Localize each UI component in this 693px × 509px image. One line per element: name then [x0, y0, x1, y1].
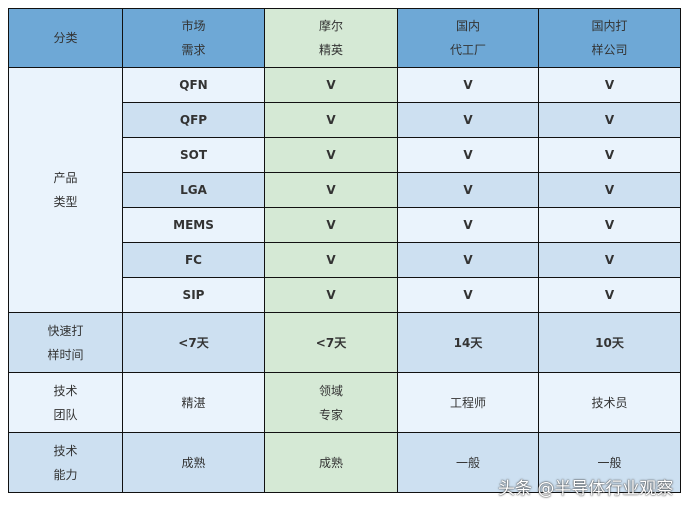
header-cell: 摩尔 精英 [264, 8, 398, 68]
comparison-table: 分类 市场 需求 摩尔 精英 国内 代工厂 国内打 样公司 产品 类型 QFN V V V QFP V… [8, 8, 681, 493]
table-row: LGA V V V [9, 172, 681, 208]
table-row: 产品 类型 QFN V V V [8, 67, 681, 313]
check-cell: V [264, 67, 398, 103]
table-row: 技术 团队 精湛 领域 专家 工程师 技术员 [8, 372, 681, 433]
row-group-label: 产品 类型 [8, 67, 123, 313]
check-cell: V [538, 137, 681, 173]
product-type-cell: MEMS [122, 207, 265, 243]
value-cell: 技术员 [538, 372, 681, 433]
value-cell: 成熟 [122, 432, 265, 493]
check-cell: V [538, 67, 681, 103]
row-label: 快速打 样时间 [8, 312, 123, 373]
check-cell: V [264, 172, 398, 208]
check-cell: V [264, 277, 398, 313]
check-cell: V [397, 172, 539, 208]
table-row: 快速打 样时间 <7天 <7天 14天 10天 [8, 312, 681, 373]
header-cell: 分类 [8, 8, 123, 68]
value-cell: 精湛 [122, 372, 265, 433]
header-cell: 市场 需求 [122, 8, 265, 68]
table-row: SIP V V V [9, 277, 681, 313]
row-label: 技术 团队 [8, 372, 123, 433]
value-cell: 领域 专家 [264, 372, 398, 433]
header-cell: 国内 代工厂 [397, 8, 539, 68]
check-cell: V [397, 137, 539, 173]
value-cell: 工程师 [397, 372, 539, 433]
watermark: 头条 @半导体行业观察 [498, 479, 674, 499]
product-type-cell: FC [122, 242, 265, 278]
product-type-cell: SOT [122, 137, 265, 173]
value-cell: 14天 [397, 312, 539, 373]
check-cell: V [538, 102, 681, 138]
check-cell: V [264, 137, 398, 173]
product-type-cell: QFP [122, 102, 265, 138]
check-cell: V [397, 67, 539, 103]
check-cell: V [538, 172, 681, 208]
value-cell: <7天 [122, 312, 265, 373]
value-cell: 10天 [538, 312, 681, 373]
row-label: 技术 能力 [8, 432, 123, 493]
product-type-cell: LGA [122, 172, 265, 208]
check-cell: V [397, 242, 539, 278]
product-type-cell: QFN [122, 67, 265, 103]
header-cell: 国内打 样公司 [538, 8, 681, 68]
check-cell: V [264, 207, 398, 243]
table-row: MEMS V V V [9, 207, 681, 243]
value-cell: 一般 [397, 432, 539, 493]
table-row: QFP V V V [9, 102, 681, 138]
table-row: 技术 能力 成熟 成熟 一般 一般 [8, 432, 681, 493]
check-cell: V [538, 277, 681, 313]
check-cell: V [538, 242, 681, 278]
check-cell: V [397, 207, 539, 243]
value-cell: <7天 [264, 312, 398, 373]
header-row: 分类 市场 需求 摩尔 精英 国内 代工厂 国内打 样公司 [8, 8, 681, 68]
value-cell: 一般 [538, 432, 681, 493]
check-cell: V [264, 242, 398, 278]
check-cell: V [397, 102, 539, 138]
check-cell: V [538, 207, 681, 243]
check-cell: V [264, 102, 398, 138]
value-cell: 成熟 [264, 432, 398, 493]
product-type-cell: SIP [122, 277, 265, 313]
check-cell: V [397, 277, 539, 313]
